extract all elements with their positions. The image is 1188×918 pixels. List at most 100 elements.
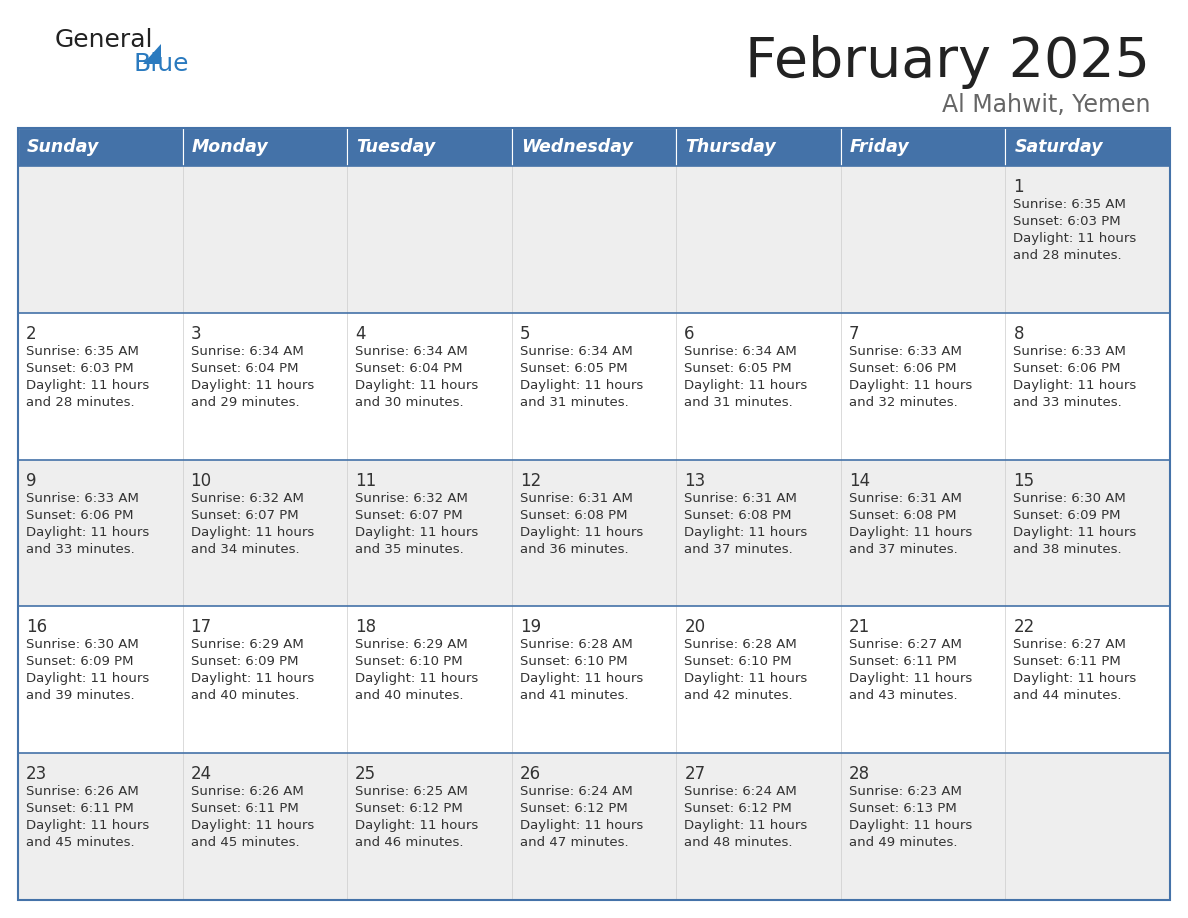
Text: 15: 15 xyxy=(1013,472,1035,489)
Text: Sunrise: 6:29 AM: Sunrise: 6:29 AM xyxy=(355,638,468,652)
Bar xyxy=(18,753,183,900)
Text: and 37 minutes.: and 37 minutes. xyxy=(849,543,958,555)
Bar xyxy=(512,313,676,460)
Bar xyxy=(512,166,676,313)
Bar xyxy=(1005,128,1170,166)
Bar xyxy=(183,128,347,166)
Text: Daylight: 11 hours: Daylight: 11 hours xyxy=(849,379,972,392)
Bar xyxy=(183,313,347,460)
Bar xyxy=(347,166,512,313)
Text: 8: 8 xyxy=(1013,325,1024,342)
Text: Daylight: 11 hours: Daylight: 11 hours xyxy=(849,819,972,833)
Text: Sunrise: 6:33 AM: Sunrise: 6:33 AM xyxy=(1013,345,1126,358)
Text: 24: 24 xyxy=(190,766,211,783)
Text: Daylight: 11 hours: Daylight: 11 hours xyxy=(355,526,479,539)
Bar xyxy=(841,607,1005,753)
Text: Sunrise: 6:32 AM: Sunrise: 6:32 AM xyxy=(355,492,468,505)
Bar xyxy=(18,166,183,313)
Text: Sunrise: 6:35 AM: Sunrise: 6:35 AM xyxy=(1013,198,1126,211)
Text: Sunrise: 6:26 AM: Sunrise: 6:26 AM xyxy=(190,785,303,798)
Bar xyxy=(347,753,512,900)
Bar xyxy=(841,313,1005,460)
Text: Thursday: Thursday xyxy=(685,138,776,156)
Text: Sunrise: 6:25 AM: Sunrise: 6:25 AM xyxy=(355,785,468,798)
Text: Sunrise: 6:31 AM: Sunrise: 6:31 AM xyxy=(519,492,632,505)
Text: Daylight: 11 hours: Daylight: 11 hours xyxy=(684,672,808,686)
Text: Sunrise: 6:27 AM: Sunrise: 6:27 AM xyxy=(849,638,962,652)
Bar xyxy=(676,166,841,313)
Text: Sunset: 6:04 PM: Sunset: 6:04 PM xyxy=(355,362,462,375)
Text: 12: 12 xyxy=(519,472,541,489)
Text: and 40 minutes.: and 40 minutes. xyxy=(355,689,463,702)
Text: Daylight: 11 hours: Daylight: 11 hours xyxy=(684,819,808,833)
Text: Sunrise: 6:34 AM: Sunrise: 6:34 AM xyxy=(355,345,468,358)
Text: 27: 27 xyxy=(684,766,706,783)
Text: Sunset: 6:08 PM: Sunset: 6:08 PM xyxy=(849,509,956,521)
Text: Sunset: 6:11 PM: Sunset: 6:11 PM xyxy=(26,802,134,815)
Text: 25: 25 xyxy=(355,766,377,783)
Text: 23: 23 xyxy=(26,766,48,783)
Text: Daylight: 11 hours: Daylight: 11 hours xyxy=(26,379,150,392)
Text: Daylight: 11 hours: Daylight: 11 hours xyxy=(355,379,479,392)
Bar xyxy=(841,166,1005,313)
Text: Daylight: 11 hours: Daylight: 11 hours xyxy=(1013,232,1137,245)
Bar xyxy=(1005,313,1170,460)
Text: 16: 16 xyxy=(26,619,48,636)
Text: February 2025: February 2025 xyxy=(745,35,1150,89)
Text: and 36 minutes.: and 36 minutes. xyxy=(519,543,628,555)
Text: Sunset: 6:12 PM: Sunset: 6:12 PM xyxy=(684,802,792,815)
Text: Daylight: 11 hours: Daylight: 11 hours xyxy=(684,379,808,392)
Text: Monday: Monday xyxy=(191,138,268,156)
Text: Sunrise: 6:24 AM: Sunrise: 6:24 AM xyxy=(684,785,797,798)
Text: Sunset: 6:11 PM: Sunset: 6:11 PM xyxy=(849,655,956,668)
Text: Blue: Blue xyxy=(133,52,189,76)
Text: Sunrise: 6:30 AM: Sunrise: 6:30 AM xyxy=(1013,492,1126,505)
Bar xyxy=(183,607,347,753)
Bar xyxy=(676,128,841,166)
Text: Daylight: 11 hours: Daylight: 11 hours xyxy=(519,819,643,833)
Text: Daylight: 11 hours: Daylight: 11 hours xyxy=(684,526,808,539)
Text: and 44 minutes.: and 44 minutes. xyxy=(1013,689,1121,702)
Text: and 28 minutes.: and 28 minutes. xyxy=(26,396,134,409)
Text: Sunrise: 6:34 AM: Sunrise: 6:34 AM xyxy=(190,345,303,358)
Bar xyxy=(18,313,183,460)
Text: and 31 minutes.: and 31 minutes. xyxy=(519,396,628,409)
Text: Sunset: 6:10 PM: Sunset: 6:10 PM xyxy=(684,655,792,668)
Text: Daylight: 11 hours: Daylight: 11 hours xyxy=(355,672,479,686)
Bar xyxy=(183,753,347,900)
Text: and 32 minutes.: and 32 minutes. xyxy=(849,396,958,409)
Text: 26: 26 xyxy=(519,766,541,783)
Bar xyxy=(841,128,1005,166)
Text: General: General xyxy=(55,28,153,52)
Text: and 38 minutes.: and 38 minutes. xyxy=(1013,543,1121,555)
Text: Sunrise: 6:33 AM: Sunrise: 6:33 AM xyxy=(26,492,139,505)
Text: Daylight: 11 hours: Daylight: 11 hours xyxy=(519,379,643,392)
Text: and 33 minutes.: and 33 minutes. xyxy=(26,543,134,555)
Text: Wednesday: Wednesday xyxy=(520,138,632,156)
Bar xyxy=(1005,460,1170,607)
Text: Daylight: 11 hours: Daylight: 11 hours xyxy=(190,526,314,539)
Text: 22: 22 xyxy=(1013,619,1035,636)
Bar xyxy=(676,460,841,607)
Bar xyxy=(18,460,183,607)
Text: 18: 18 xyxy=(355,619,377,636)
Text: Sunrise: 6:23 AM: Sunrise: 6:23 AM xyxy=(849,785,962,798)
Text: Sunset: 6:03 PM: Sunset: 6:03 PM xyxy=(26,362,133,375)
Text: 2: 2 xyxy=(26,325,37,342)
Text: and 30 minutes.: and 30 minutes. xyxy=(355,396,463,409)
Text: Daylight: 11 hours: Daylight: 11 hours xyxy=(1013,672,1137,686)
Text: Sunset: 6:12 PM: Sunset: 6:12 PM xyxy=(519,802,627,815)
Text: and 31 minutes.: and 31 minutes. xyxy=(684,396,794,409)
Text: and 42 minutes.: and 42 minutes. xyxy=(684,689,792,702)
Text: and 47 minutes.: and 47 minutes. xyxy=(519,836,628,849)
Bar xyxy=(347,460,512,607)
Text: Sunset: 6:11 PM: Sunset: 6:11 PM xyxy=(190,802,298,815)
Text: 19: 19 xyxy=(519,619,541,636)
Bar xyxy=(347,607,512,753)
Bar xyxy=(347,128,512,166)
Text: Sunrise: 6:31 AM: Sunrise: 6:31 AM xyxy=(684,492,797,505)
Text: Sunset: 6:08 PM: Sunset: 6:08 PM xyxy=(684,509,791,521)
Text: Sunset: 6:08 PM: Sunset: 6:08 PM xyxy=(519,509,627,521)
Text: Daylight: 11 hours: Daylight: 11 hours xyxy=(849,526,972,539)
Text: Sunrise: 6:32 AM: Sunrise: 6:32 AM xyxy=(190,492,303,505)
